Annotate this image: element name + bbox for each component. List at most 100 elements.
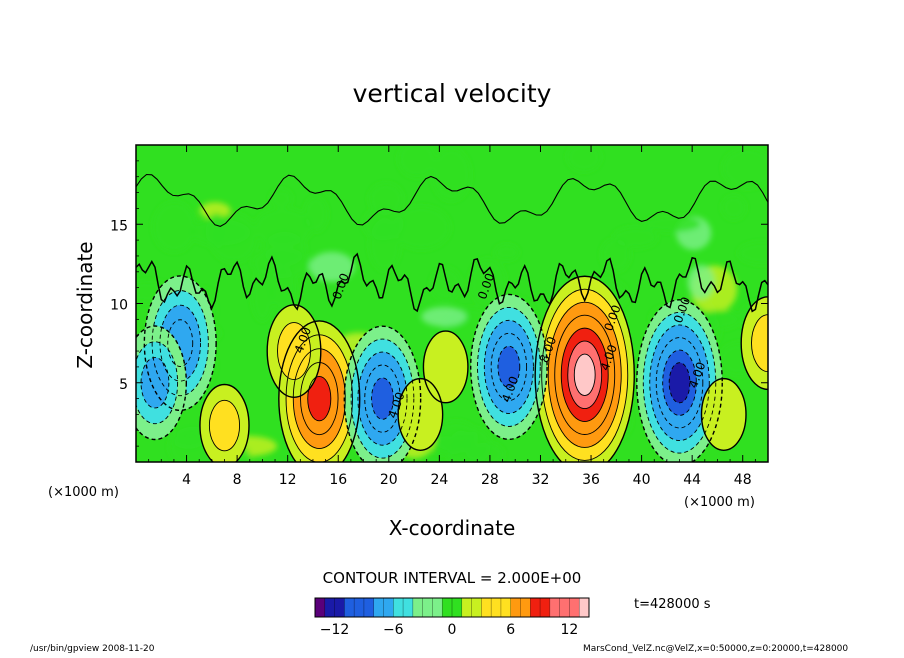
contour-line xyxy=(490,332,528,401)
colorbar-frame xyxy=(314,597,590,618)
field-perturbation xyxy=(191,219,251,246)
colorbar-segment xyxy=(324,598,335,617)
colorbar-segment xyxy=(549,598,561,617)
contour-band xyxy=(574,354,596,396)
footer-left: /usr/bin/gpview 2008-11-20 xyxy=(30,644,155,654)
x-tick-label: 4 xyxy=(182,472,191,488)
contour-line xyxy=(636,299,723,462)
colorbar-segment xyxy=(520,598,531,617)
contour-line xyxy=(497,345,521,389)
x-tick-label: 40 xyxy=(633,472,651,488)
contour-line xyxy=(151,290,209,397)
contour-line xyxy=(307,375,332,422)
field-perturbation xyxy=(254,208,312,247)
contour-band xyxy=(277,322,311,380)
colorbar-segment xyxy=(471,598,482,617)
time-label: t=428000 s xyxy=(634,597,711,612)
colorbar-segment xyxy=(432,598,443,617)
colorbar-segment xyxy=(344,598,355,617)
chart-title: vertical velocity xyxy=(353,79,552,108)
colorbar-tick-label: −12 xyxy=(320,622,350,638)
contour-line xyxy=(567,340,603,410)
velocity-cell xyxy=(470,294,548,440)
colorbar-segment xyxy=(500,598,512,617)
contour-interval-text: CONTOUR INTERVAL = 2.000E+00 xyxy=(323,569,582,587)
contour-line xyxy=(700,377,747,451)
contour-line xyxy=(343,325,422,462)
field-perturbation xyxy=(270,189,293,209)
field-perturbation xyxy=(643,215,701,233)
colorbar-segment xyxy=(530,598,541,617)
field-perturbation xyxy=(431,148,471,201)
x-tick-label: 12 xyxy=(279,472,297,488)
x-tick-label: 36 xyxy=(582,472,600,488)
colorbar-tick-label: 12 xyxy=(561,622,579,638)
contour-line xyxy=(292,348,346,449)
y-tick-label: 10 xyxy=(110,298,128,314)
velocity-cell xyxy=(741,296,768,390)
contour-line xyxy=(422,330,469,404)
colorbar-segment xyxy=(510,598,521,617)
contour-line xyxy=(357,351,408,446)
colorbar-segment xyxy=(540,598,551,617)
contour-band xyxy=(371,377,394,420)
colorbar-segment xyxy=(422,598,433,617)
colorbar-segment xyxy=(452,598,463,617)
colorbar-segment xyxy=(363,598,375,617)
field-perturbation xyxy=(701,309,740,329)
upper-contour xyxy=(136,173,768,227)
colorbar-tick-label: −6 xyxy=(383,622,404,638)
contour-line xyxy=(199,383,250,462)
contour-band xyxy=(669,362,690,403)
y-tick-label: 15 xyxy=(110,218,128,234)
x-tick-label: 32 xyxy=(532,472,550,488)
field-perturbation xyxy=(464,428,491,462)
contour-band xyxy=(209,400,240,451)
colorbar-segment xyxy=(334,598,345,617)
contour-line xyxy=(560,327,609,422)
field-perturbation xyxy=(738,242,768,265)
colorbar-segment xyxy=(354,598,365,617)
contour-band xyxy=(701,378,747,451)
footer-right: MarsCond_VelZ.nc@VelZ,x=0:50000,z=0:2000… xyxy=(583,644,848,654)
field-perturbation xyxy=(600,238,631,272)
colorbar-tick-label: 6 xyxy=(506,622,515,638)
contour-line xyxy=(143,275,217,412)
field-perturbation xyxy=(494,244,519,261)
velocity-cell xyxy=(701,378,747,451)
contour-line xyxy=(397,377,444,451)
contour-line xyxy=(642,311,717,454)
contour-band xyxy=(141,357,169,408)
colorbar: −12 −6 0 6 12 xyxy=(314,597,590,638)
field-perturbation xyxy=(152,201,196,252)
contour-line xyxy=(477,306,541,427)
x-tick-label: 20 xyxy=(380,472,398,488)
colorbar-segment xyxy=(491,598,502,617)
field-perturbation xyxy=(252,247,311,279)
plot-area: 8.00 4.004.004.004.004.000.000.00 0.000.00 xyxy=(135,144,769,463)
contour-line xyxy=(668,362,691,404)
colorbar-segment xyxy=(559,598,570,617)
contour-line xyxy=(300,362,339,436)
field-perturbation xyxy=(251,268,274,321)
y-axis-label: Z-coordinate xyxy=(73,241,97,368)
colorbar-segment xyxy=(373,598,384,617)
colorbar-segment xyxy=(461,598,472,617)
contour-line xyxy=(350,338,415,459)
contour-line xyxy=(278,320,361,462)
contour-line xyxy=(470,293,548,441)
field-perturbation xyxy=(567,145,601,172)
velocity-cell xyxy=(423,331,468,403)
x-tick-label: 28 xyxy=(481,472,499,488)
contour-line xyxy=(534,275,635,462)
contour-line xyxy=(483,319,534,414)
velocity-cell xyxy=(199,384,249,462)
contour-line xyxy=(167,319,194,367)
contour-line xyxy=(541,288,629,461)
field-perturbation xyxy=(398,145,436,178)
contour-band xyxy=(307,376,331,421)
x-tick-label: 44 xyxy=(683,472,701,488)
